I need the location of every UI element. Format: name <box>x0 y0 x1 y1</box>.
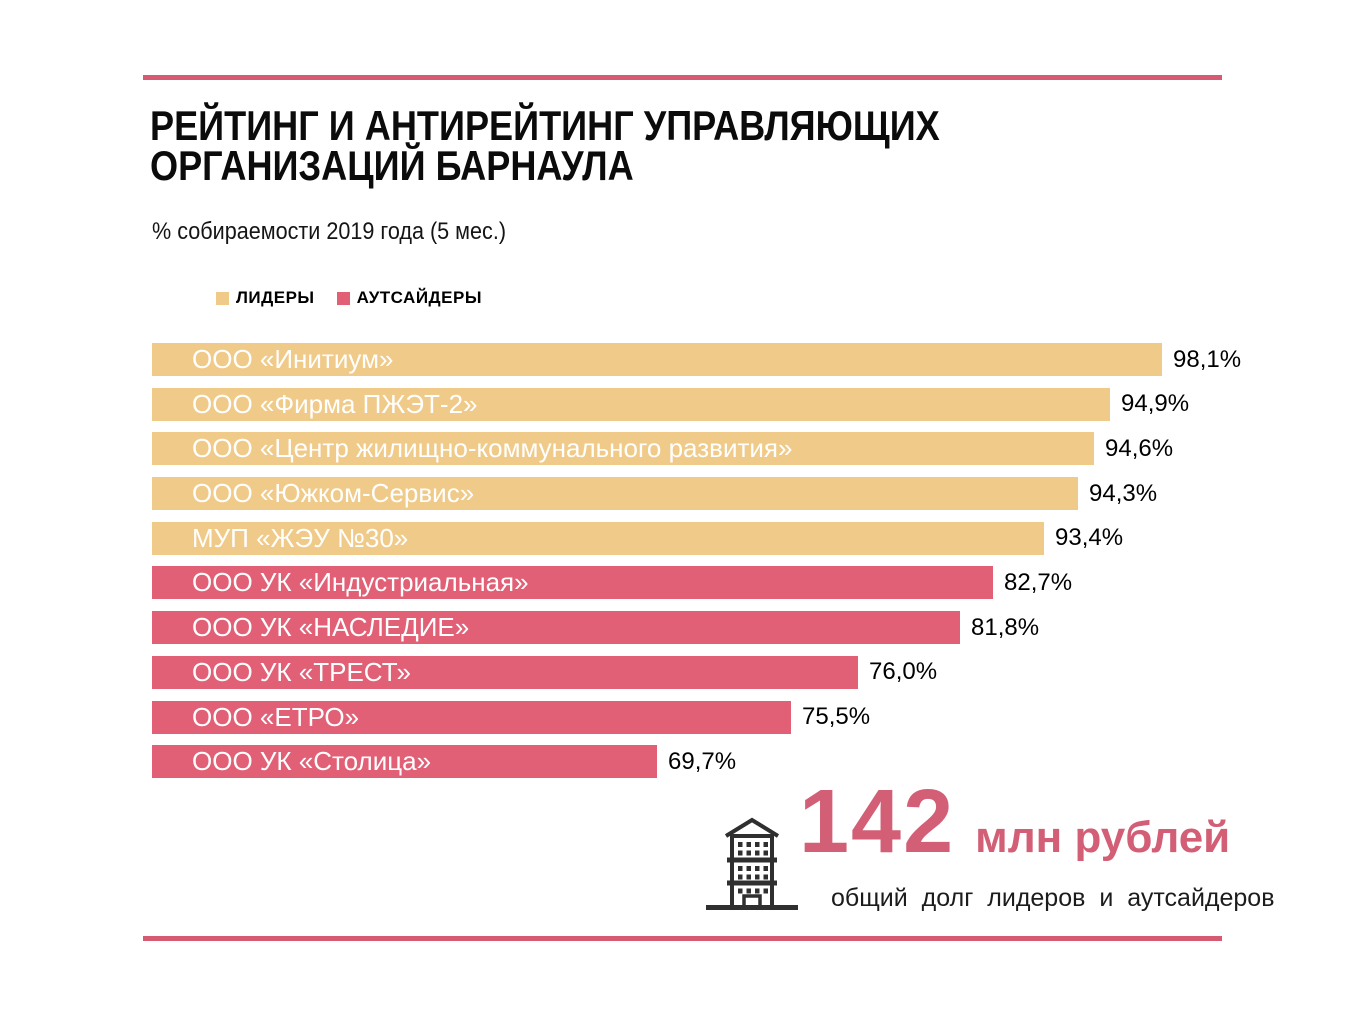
bar-value-label: 76,0% <box>869 658 938 686</box>
bar-label: ООО «ЕТРО» <box>192 701 360 732</box>
bar-label: ООО «Фирма ПЖЭТ-2» <box>192 388 478 419</box>
bar-chart: ООО «Инитиум» 98,1% ООО «Фирма ПЖЭТ-2» 9… <box>152 343 1241 779</box>
bar-value-label: 94,9% <box>1121 390 1190 418</box>
bar: МУП «ЖЭУ №30» <box>152 521 1044 555</box>
bar-value-label: 94,6% <box>1105 434 1174 462</box>
bar-value-label: 98,1% <box>1173 345 1242 373</box>
bar: ООО «Фирма ПЖЭТ-2» <box>152 387 1110 421</box>
building-icon <box>706 817 798 910</box>
bar-row: ООО УК «ТРЕСТ» 76,0% <box>152 655 1241 689</box>
page-title-line-1: РЕЙТИНГ И АНТИРЕЙТИНГ УПРАВЛЯЮЩИХ <box>150 102 940 149</box>
bar: ООО «ЕТРО» <box>152 700 791 734</box>
bar-label: ООО УК «НАСЛЕДИЕ» <box>192 612 470 643</box>
bar-row: ООО «Инитиум» 98,1% <box>152 343 1241 376</box>
bar-row: ООО «Фирма ПЖЭТ-2» 94,9% <box>152 387 1241 421</box>
bar: ООО УК «Столица» <box>152 745 657 779</box>
bar-label: ООО УК «ТРЕСТ» <box>192 656 411 687</box>
legend-item-outsiders: АУТСАЙДЕРЫ <box>336 288 482 308</box>
bar: ООО «Южком-Сервис» <box>152 477 1078 511</box>
page-title-line-2: ОРГАНИЗАЦИЙ БАРНАУЛА <box>150 142 634 189</box>
bar-label: МУП «ЖЭУ №30» <box>192 522 409 553</box>
bar-value-label: 82,7% <box>1004 568 1073 596</box>
bar-value-label: 75,5% <box>802 703 871 730</box>
bar-label: ООО «Центр жилищно-коммунального развити… <box>192 433 793 464</box>
top-divider-line <box>143 75 1222 80</box>
bar-row: МУП «ЖЭУ №30» 93,4% <box>152 521 1241 555</box>
bar-label: ООО «Инитиум» <box>192 344 394 374</box>
chart-legend: ЛИДЕРЫ АУТСАЙДЕРЫ <box>216 288 482 308</box>
bar-row: ООО УК «Индустриальная» 82,7% <box>152 566 1241 600</box>
bar-row: ООО УК «НАСЛЕДИЕ» 81,8% <box>152 611 1241 645</box>
legend-item-leaders: ЛИДЕРЫ <box>216 288 315 308</box>
bar-value-label: 81,8% <box>971 613 1040 641</box>
bar-value-label: 93,4% <box>1055 524 1124 552</box>
bar: ООО «Инитиум» <box>152 343 1162 376</box>
debt-summary: 142 млн рублей <box>799 777 1230 867</box>
bar: ООО УК «Индустриальная» <box>152 566 993 600</box>
bar-row: ООО «ЕТРО» 75,5% <box>152 700 1241 734</box>
page-title: РЕЙТИНГ И АНТИРЕЙТИНГ УПРАВЛЯЮЩИХ ОРГАНИ… <box>150 102 940 189</box>
legend-label-leaders: ЛИДЕРЫ <box>236 288 315 307</box>
bar: ООО УК «НАСЛЕДИЕ» <box>152 611 960 645</box>
bar-label: ООО УК «Столица» <box>192 746 432 777</box>
bar-row: ООО «Южком-Сервис» 94,3% <box>152 477 1241 511</box>
outsiders-swatch-icon <box>336 291 350 305</box>
bar-label: ООО УК «Индустриальная» <box>192 567 529 598</box>
debt-unit: млн рублей <box>975 813 1231 862</box>
bar-value-label: 94,3% <box>1089 479 1158 507</box>
debt-amount: 142 <box>799 772 956 872</box>
chart-subtitle: % собираемости 2019 года (5 мес.) <box>152 218 507 245</box>
bar: ООО «Центр жилищно-коммунального развити… <box>152 432 1094 466</box>
bottom-divider-line <box>143 936 1222 941</box>
leaders-swatch-icon <box>216 291 229 305</box>
bar-row: ООО «Центр жилищно-коммунального развити… <box>152 432 1241 466</box>
debt-caption: общий долг лидеров и аутсайдеров <box>831 884 1275 912</box>
bar: ООО УК «ТРЕСТ» <box>152 655 858 689</box>
bar-row: ООО УК «Столица» 69,7% <box>152 745 1241 779</box>
bar-label: ООО «Южком-Сервис» <box>192 478 475 509</box>
bar-value-label: 69,7% <box>668 747 737 775</box>
legend-label-outsiders: АУТСАЙДЕРЫ <box>356 288 482 307</box>
